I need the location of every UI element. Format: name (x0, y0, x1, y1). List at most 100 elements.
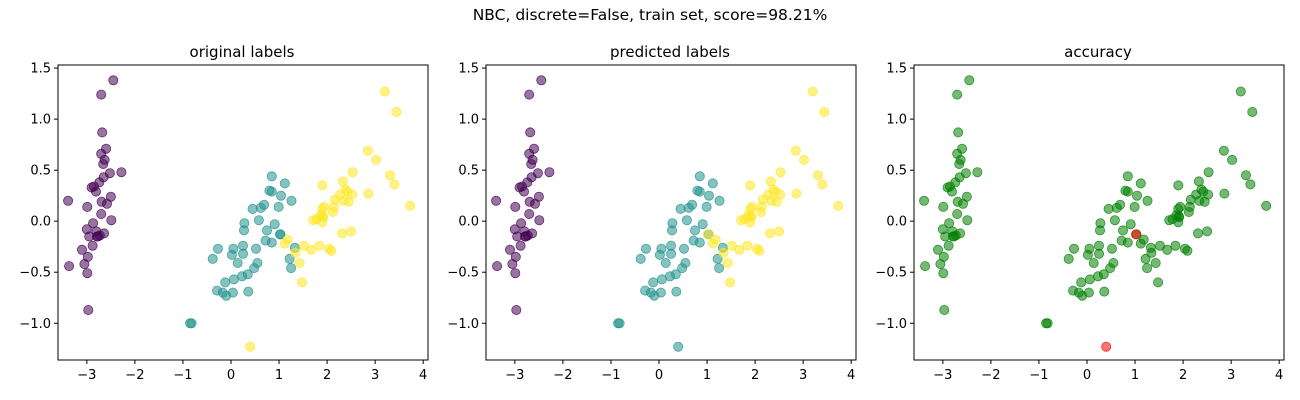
data-point (238, 225, 249, 236)
data-point (1131, 229, 1142, 240)
panel-3-title: accuracy (1064, 43, 1132, 61)
y-tick-label: 1.0 (30, 113, 51, 128)
data-point (694, 171, 705, 182)
data-point (683, 202, 694, 213)
data-point (1082, 249, 1093, 260)
data-point (1182, 245, 1193, 256)
data-point (947, 186, 958, 197)
data-point (279, 178, 290, 189)
x-tick-label: 3 (799, 368, 807, 383)
data-point (745, 180, 756, 191)
x-tick-label: −1 (173, 368, 192, 383)
data-point (1245, 179, 1256, 190)
data-point (707, 238, 718, 249)
data-point (1241, 170, 1252, 181)
data-point (1198, 186, 1209, 197)
data-point (714, 263, 725, 274)
data-point (237, 248, 248, 259)
data-point (1247, 107, 1258, 118)
data-point (347, 167, 358, 178)
data-point (958, 198, 969, 209)
data-point (935, 258, 946, 269)
data-point (228, 274, 239, 285)
x-tick-label: −2 (125, 368, 144, 383)
data-point (1069, 243, 1080, 254)
data-point (648, 277, 659, 288)
data-point (614, 318, 625, 329)
data-point (952, 208, 963, 219)
data-point (943, 240, 954, 251)
x-tick-label: 0 (655, 368, 663, 383)
data-point (77, 244, 88, 255)
data-point (405, 200, 416, 211)
data-point (1063, 253, 1074, 264)
x-tick-label: −2 (553, 368, 572, 383)
y-tick-label: 1.5 (30, 62, 51, 77)
data-point (694, 186, 705, 197)
data-point (1135, 178, 1146, 189)
y-tick-label: 1.0 (458, 113, 479, 128)
data-point (362, 145, 373, 156)
data-point (770, 186, 781, 197)
x-tick-label: 4 (1275, 368, 1283, 383)
x-tick-label: −3 (933, 368, 952, 383)
data-point (504, 244, 515, 255)
data-point (286, 263, 297, 274)
data-point (297, 277, 308, 288)
x-tick-label: −2 (981, 368, 1000, 383)
data-point (273, 201, 284, 212)
data-point (722, 257, 733, 268)
data-point (274, 229, 285, 240)
y-tick-label: 1.0 (886, 113, 907, 128)
y-tick-label: −1.0 (447, 317, 479, 332)
data-point (734, 244, 745, 255)
data-point (1109, 215, 1120, 226)
data-point (1146, 247, 1157, 258)
data-point (269, 219, 280, 230)
data-point (972, 167, 983, 178)
y-tick-label: 0.5 (30, 164, 51, 179)
data-point (1173, 217, 1184, 228)
data-point (317, 180, 328, 191)
data-point (701, 201, 712, 212)
data-point (524, 89, 535, 100)
data-point (1095, 225, 1106, 236)
data-point (755, 206, 766, 217)
x-tick-label: 2 (751, 368, 759, 383)
data-point (253, 215, 264, 226)
data-point (261, 225, 272, 236)
data-point (530, 198, 541, 209)
data-point (96, 208, 107, 219)
x-tick-label: 0 (227, 368, 235, 383)
y-tick-label: −0.5 (875, 266, 907, 281)
axes-frame (57, 64, 429, 361)
y-tick-label: −0.5 (19, 266, 51, 281)
data-point (1142, 263, 1153, 274)
data-point (294, 257, 305, 268)
data-point (791, 188, 802, 199)
data-point (790, 145, 801, 156)
data-point (817, 179, 828, 190)
data-point (226, 249, 237, 260)
data-point (819, 107, 830, 118)
data-point (266, 171, 277, 182)
data-point (82, 268, 93, 279)
panel-1-title: original labels (190, 43, 295, 61)
data-point (675, 203, 686, 214)
y-tick-label: −1.0 (19, 317, 51, 332)
data-point (102, 198, 113, 209)
data-point (510, 268, 521, 279)
data-point (742, 240, 753, 251)
data-point (92, 231, 103, 242)
data-point (933, 244, 944, 255)
data-point (96, 89, 107, 100)
data-point (725, 277, 736, 288)
data-point (1099, 286, 1110, 297)
data-point (346, 226, 357, 237)
data-point (660, 257, 671, 268)
data-point (736, 215, 747, 226)
data-point (314, 240, 325, 251)
data-point (266, 186, 277, 197)
data-point (511, 304, 522, 315)
